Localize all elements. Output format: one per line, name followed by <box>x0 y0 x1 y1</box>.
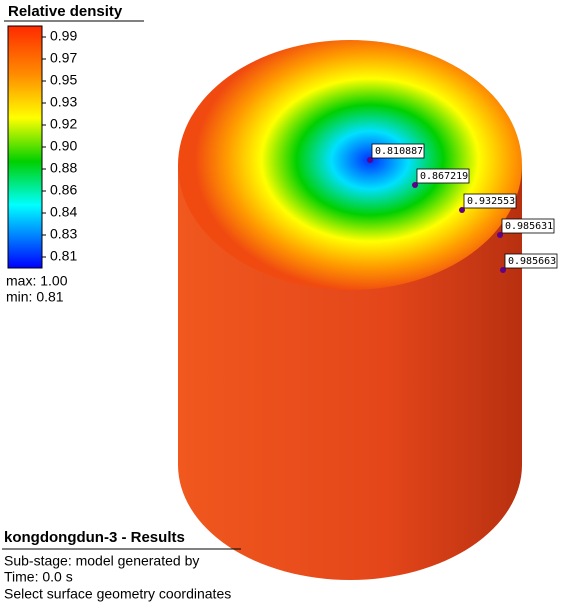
legend-max: max: 1.00 <box>6 273 68 289</box>
legend-tick: 0.93 <box>50 94 77 110</box>
legend-tick: 0.88 <box>50 160 77 176</box>
cylinder-top <box>178 40 522 290</box>
probe-label: 0.867219 <box>420 171 468 182</box>
probe-label: 0.985663 <box>508 256 556 267</box>
probe-box <box>463 193 517 209</box>
footer-line: Time: 0.0 s <box>4 569 73 585</box>
probe-label: 0.932553 <box>467 196 515 207</box>
probe-point <box>367 157 373 163</box>
probe-label: 0.810887 <box>375 146 423 157</box>
legend-tick: 0.92 <box>50 116 77 132</box>
color-bar <box>7 25 43 269</box>
probe-box <box>371 143 425 159</box>
probe-point <box>497 232 503 238</box>
legend-tick: 0.90 <box>50 138 77 154</box>
probe-box <box>501 218 555 234</box>
footer-title: kongdongdun-3 - Results <box>4 529 185 546</box>
legend-title: Relative density <box>8 3 123 20</box>
probe-point <box>500 267 506 273</box>
footer-line: Sub-stage: model generated by <box>4 553 199 569</box>
legend-tick: 0.84 <box>50 204 77 220</box>
probe-label: 0.985631 <box>505 221 553 232</box>
probe-point <box>412 182 418 188</box>
legend-tick: 0.86 <box>50 182 77 198</box>
legend-tick: 0.81 <box>50 248 77 264</box>
legend-tick: 0.97 <box>50 50 77 66</box>
legend-min: min: 0.81 <box>6 289 64 305</box>
legend-tick: 0.95 <box>50 72 77 88</box>
legend-tick: 0.99 <box>50 28 77 44</box>
footer-line: Select surface geometry coordinates <box>4 586 231 602</box>
probe-box <box>504 253 558 269</box>
probe-point <box>459 207 465 213</box>
cylinder-bottom <box>178 350 522 580</box>
probe-box <box>416 168 470 184</box>
legend-tick: 0.83 <box>50 226 77 242</box>
